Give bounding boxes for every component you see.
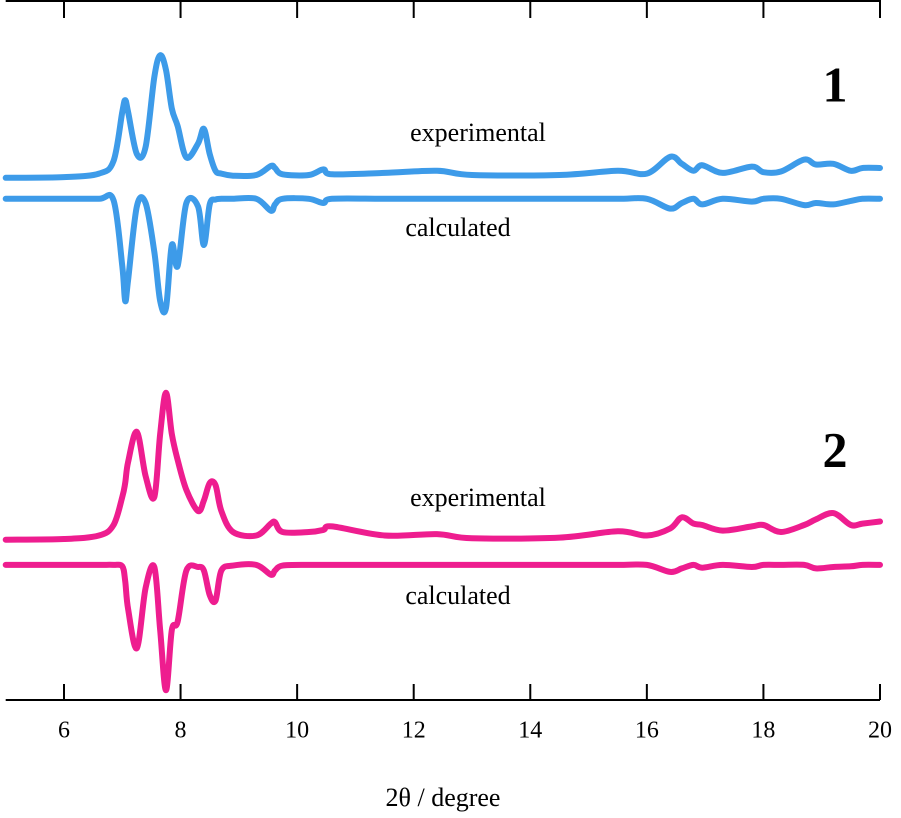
pattern-line [2,389,883,543]
x-axis-label: 2θ / degree [386,783,501,812]
annotation: calculated [405,581,510,610]
x-tick-label: 8 [175,718,187,744]
pattern-line [2,52,883,181]
annotation: 1 [823,56,848,112]
x-tick-label: 6 [58,718,70,744]
annotation: experimental [410,118,546,147]
x-tick-label: 10 [285,718,309,744]
pattern-line [2,561,883,694]
pattern-line [2,192,883,316]
annotation: calculated [405,213,510,242]
x-tick-label: 14 [518,718,542,744]
x-tick-label: 20 [868,718,892,744]
annotation: 2 [823,421,848,477]
x-tick-label: 12 [402,718,426,744]
x-tick-label: 16 [635,718,659,744]
x-tick-label: 18 [751,718,775,744]
annotation: experimental [410,483,546,512]
